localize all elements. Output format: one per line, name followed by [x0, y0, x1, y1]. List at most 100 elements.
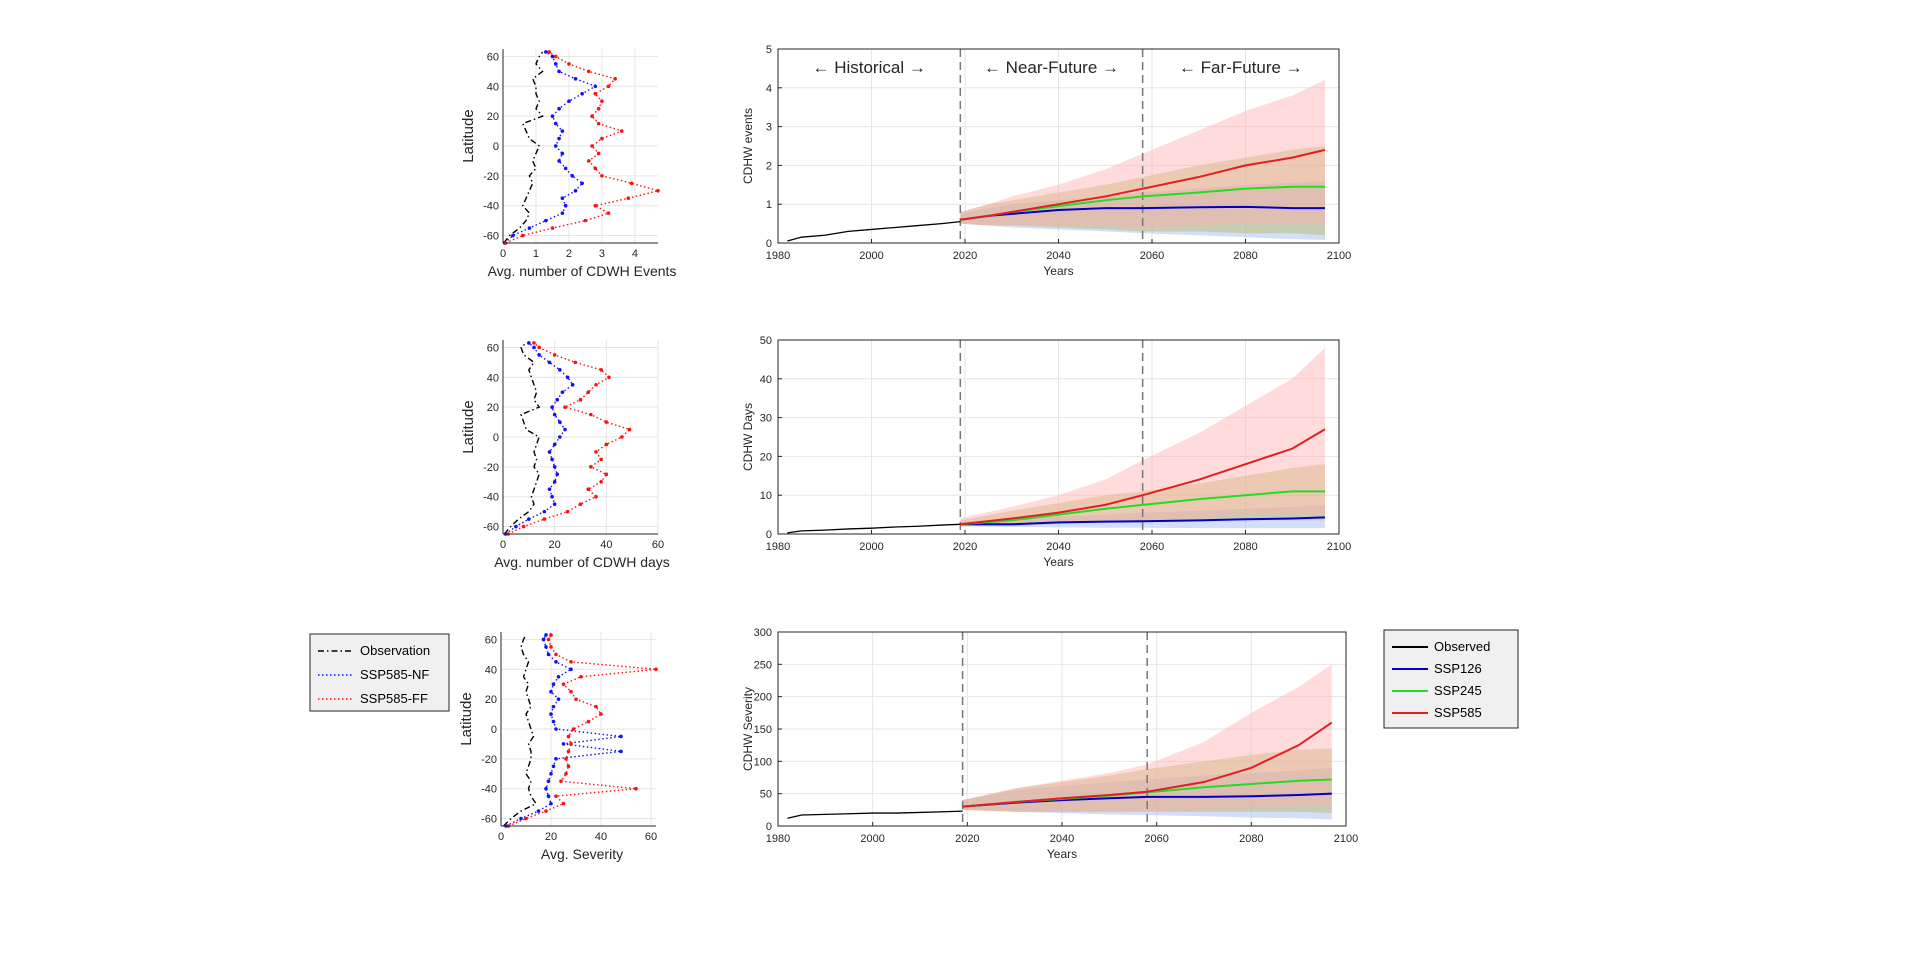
y-axis-label: CDHW events	[741, 108, 755, 184]
profile-point	[551, 704, 556, 709]
y-axis-label: Latitude	[460, 400, 477, 453]
profile-point	[557, 106, 561, 111]
y-tick-label: 200	[754, 692, 772, 704]
x-tick-label: 2040	[1046, 250, 1070, 262]
profile-point	[542, 517, 547, 521]
profile-point	[551, 682, 556, 687]
profile-point	[556, 697, 561, 701]
profile-point	[560, 211, 565, 215]
x-tick-label: 1980	[766, 833, 790, 845]
y-tick-label: 10	[760, 490, 772, 502]
x-tick-label: 2100	[1327, 541, 1351, 553]
y-tick-label: 40	[487, 372, 499, 384]
profile-point	[574, 697, 578, 701]
profile-point	[606, 84, 611, 89]
profile-point	[586, 487, 591, 492]
y-axis-label: Latitude	[458, 692, 475, 745]
legend-label: Observation	[360, 643, 430, 658]
profile-point	[549, 801, 553, 806]
y-tick-label: 50	[760, 789, 772, 801]
x-tick-label: 20	[545, 831, 557, 843]
y-tick-label: 3	[766, 122, 772, 134]
profile-point	[546, 794, 551, 798]
y-tick-label: 40	[485, 664, 497, 676]
profile-point	[552, 465, 557, 469]
series-line-ssp126	[960, 516, 1326, 526]
profile-point	[570, 382, 575, 387]
x-tick-label: 2080	[1239, 833, 1263, 845]
profile-line-ssp585-ff	[508, 634, 657, 827]
x-tick-label: 2060	[1140, 250, 1164, 262]
profile-point	[634, 786, 638, 791]
profile-point	[549, 712, 553, 716]
profile-point	[579, 674, 583, 679]
x-tick-label: 2100	[1334, 833, 1358, 845]
profile-point	[524, 816, 528, 821]
profile-point	[594, 704, 598, 709]
x-tick-label: 0	[500, 248, 506, 260]
y-tick-label: 40	[760, 374, 772, 386]
profile-point	[554, 794, 558, 798]
profile-point	[521, 524, 526, 529]
x-axis-label: Years	[1043, 264, 1073, 278]
profile-point	[558, 420, 562, 424]
profile-point	[656, 188, 660, 193]
profile-point	[569, 689, 573, 694]
series-line-observed	[787, 523, 961, 534]
profile-point	[596, 121, 601, 126]
profile-point	[554, 652, 558, 657]
profile-point	[654, 667, 658, 672]
profile-point	[560, 151, 565, 156]
profile-point	[580, 181, 584, 186]
profile-point	[552, 442, 557, 447]
y-tick-label: -40	[483, 492, 499, 504]
x-tick-label: 2040	[1050, 833, 1074, 845]
profile-point	[604, 472, 609, 477]
x-axis-label: Avg. Severity	[541, 846, 623, 862]
profile-point	[629, 181, 634, 186]
profile-point	[544, 645, 548, 649]
x-tick-label: 2080	[1233, 250, 1257, 262]
profile-point	[560, 129, 565, 133]
y-tick-label: 50	[760, 335, 772, 347]
profile-point	[594, 450, 598, 454]
profile-point	[550, 494, 554, 499]
profile-point	[557, 69, 561, 74]
legend-label: SSP126	[1434, 661, 1482, 676]
x-axis-label: Years	[1047, 847, 1077, 861]
profile-point	[593, 166, 598, 171]
profile-point	[586, 719, 591, 724]
y-axis-label: Latitude	[460, 109, 477, 162]
x-tick-label: 2100	[1327, 250, 1351, 262]
profile-line-ssp585-nf	[504, 51, 597, 244]
profile-point	[594, 494, 598, 499]
profile-point	[527, 226, 532, 230]
profile-point	[569, 742, 573, 746]
profile-point	[537, 345, 541, 350]
profile-point	[553, 54, 558, 59]
profile-point	[560, 390, 565, 395]
profile-point	[600, 136, 604, 141]
y-tick-label: 0	[493, 432, 499, 444]
x-tick-label: 2060	[1140, 541, 1164, 553]
profile-point	[547, 50, 551, 54]
profile-point	[544, 633, 548, 637]
profile-point	[552, 412, 557, 417]
profile-point	[550, 114, 555, 118]
profile-point	[613, 77, 617, 81]
profile-point	[544, 786, 548, 791]
period-label: ← Historical →	[812, 58, 925, 77]
profile-point	[571, 727, 576, 731]
profile-point	[544, 50, 548, 54]
period-label: ← Near-Future →	[984, 58, 1119, 77]
profile-line-ssp585-nf	[505, 634, 622, 827]
x-tick-label: 2080	[1233, 541, 1257, 553]
profile-point	[563, 166, 568, 171]
profile-point	[550, 457, 554, 462]
y-tick-label: 60	[487, 342, 499, 354]
profile-point	[583, 218, 588, 223]
profile-point	[600, 99, 604, 104]
profile-point	[619, 129, 624, 133]
y-tick-label: 250	[754, 659, 772, 671]
profile-point	[590, 114, 594, 118]
